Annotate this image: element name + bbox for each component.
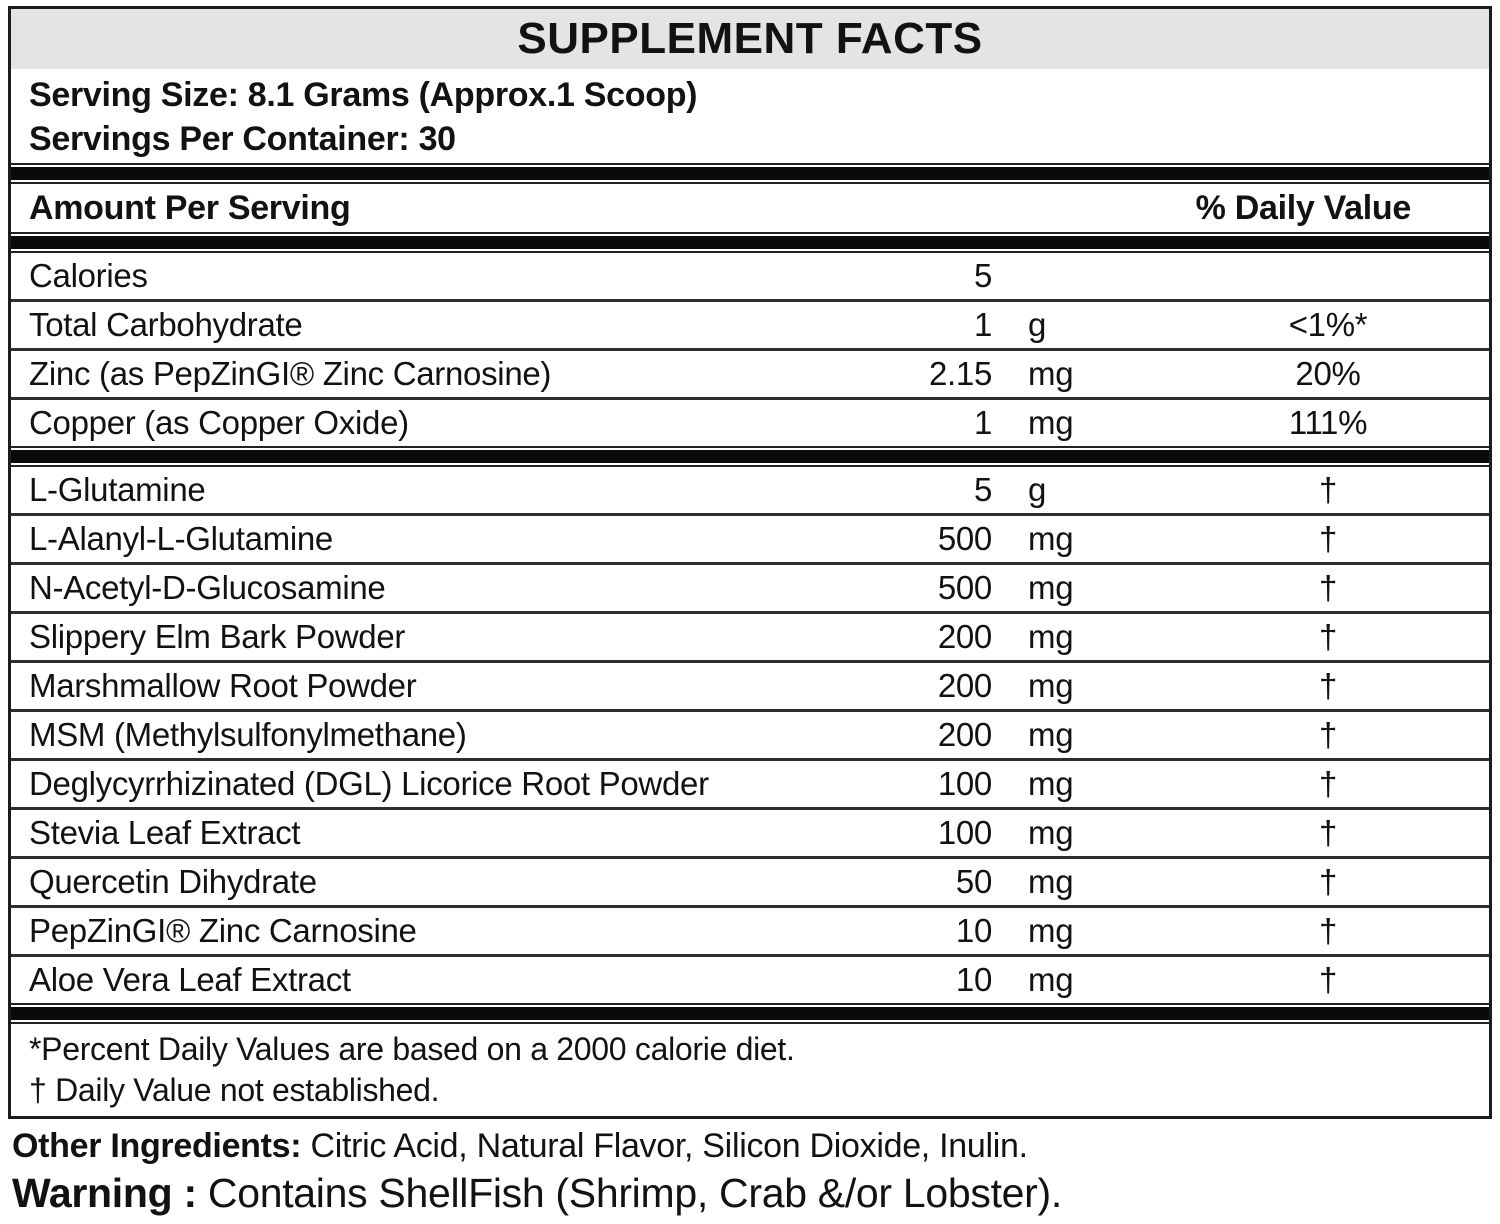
ingredient-amount: 10 xyxy=(955,961,992,999)
ingredient-amount: 2.15 xyxy=(928,355,992,393)
ingredient-daily-value: † xyxy=(1318,667,1338,705)
amount-per-serving-header: Amount Per Serving xyxy=(29,188,351,227)
table-row: Marshmallow Root Powder 200 mg † xyxy=(11,660,1489,709)
ingredient-name: MSM (Methylsulfonylmethane) xyxy=(29,716,467,754)
table-row: L-Glutamine 5 g † xyxy=(11,467,1489,513)
ingredient-unit: g xyxy=(1028,471,1047,509)
main-nutrients-group: Calories 5 Total Carbohydrate 1 g <1%* Z… xyxy=(11,253,1489,446)
ingredient-name: Slippery Elm Bark Powder xyxy=(29,618,406,656)
facts-panel: SUPPLEMENT FACTS Serving Size: 8.1 Grams… xyxy=(8,6,1492,1119)
ingredient-daily-value: 20% xyxy=(1295,355,1361,393)
ingredient-name: Quercetin Dihydrate xyxy=(29,863,317,901)
table-row: MSM (Methylsulfonylmethane) 200 mg † xyxy=(11,709,1489,758)
other-ingredients-label: Other Ingredients: xyxy=(12,1126,302,1165)
footnotes: *Percent Daily Values are based on a 200… xyxy=(11,1024,1489,1115)
ingredient-amount: 100 xyxy=(937,765,992,803)
ingredient-amount: 10 xyxy=(955,912,992,950)
ingredient-daily-value: † xyxy=(1318,520,1338,558)
table-header: Amount Per Serving % Daily Value xyxy=(11,184,1489,232)
ingredient-unit: mg xyxy=(1028,814,1074,852)
other-ingredients-line: Other Ingredients: Citric Acid, Natural … xyxy=(12,1127,1492,1166)
table-row: Slippery Elm Bark Powder 200 mg † xyxy=(11,611,1489,660)
ingredient-unit: mg xyxy=(1028,355,1074,393)
ingredient-amount: 5 xyxy=(973,471,992,509)
ingredient-daily-value: 111% xyxy=(1288,404,1368,442)
table-row: Quercetin Dihydrate 50 mg † xyxy=(11,856,1489,905)
warning-line: Warning : Contains ShellFish (Shrimp, Cr… xyxy=(12,1170,1492,1217)
ingredient-name: N-Acetyl-D-Glucosamine xyxy=(29,569,386,607)
ingredient-name: Zinc (as PepZinGI® Zinc Carnosine) xyxy=(29,355,552,393)
ingredient-name: Calories xyxy=(29,257,148,295)
section-bar xyxy=(11,1003,1489,1025)
ingredient-unit: mg xyxy=(1028,716,1074,754)
table-row: PepZinGI® Zinc Carnosine 10 mg † xyxy=(11,905,1489,954)
ingredient-daily-value: † xyxy=(1318,814,1338,852)
ingredient-name: Marshmallow Root Powder xyxy=(29,667,417,705)
ingredient-daily-value: † xyxy=(1318,765,1338,803)
ingredient-name: Copper (as Copper Oxide) xyxy=(29,404,409,442)
footnote-percent-daily-value: *Percent Daily Values are based on a 200… xyxy=(29,1031,795,1068)
daily-value-header: % Daily Value xyxy=(1195,188,1412,227)
ingredient-unit: mg xyxy=(1028,765,1074,803)
serving-info: Serving Size: 8.1 Grams (Approx.1 Scoop)… xyxy=(11,69,1489,163)
ingredient-amount: 500 xyxy=(937,520,992,558)
table-row: Deglycyrrhizinated (DGL) Licorice Root P… xyxy=(11,758,1489,807)
other-ingredients-text: Citric Acid, Natural Flavor, Silicon Dio… xyxy=(301,1126,1028,1165)
ingredient-amount: 50 xyxy=(955,863,992,901)
table-row: Copper (as Copper Oxide) 1 mg 111% xyxy=(11,397,1489,446)
ingredient-name: Aloe Vera Leaf Extract xyxy=(29,961,351,999)
warning-text: Contains ShellFish (Shrimp, Crab &/or Lo… xyxy=(196,1169,1062,1216)
ingredient-amount: 200 xyxy=(937,618,992,656)
ingredient-name: Total Carbohydrate xyxy=(29,306,303,344)
ingredient-unit: mg xyxy=(1028,863,1074,901)
table-row: Stevia Leaf Extract 100 mg † xyxy=(11,807,1489,856)
ingredient-name: PepZinGI® Zinc Carnosine xyxy=(29,912,417,950)
ingredient-name: Stevia Leaf Extract xyxy=(29,814,301,852)
table-row: Zinc (as PepZinGI® Zinc Carnosine) 2.15 … xyxy=(11,348,1489,397)
table-row: Calories 5 xyxy=(11,253,1489,299)
servings-per-container: Servings Per Container: 30 xyxy=(29,120,456,159)
ingredient-daily-value: † xyxy=(1318,471,1338,509)
ingredient-unit: mg xyxy=(1028,569,1074,607)
ingredient-unit: mg xyxy=(1028,520,1074,558)
ingredient-unit: mg xyxy=(1028,618,1074,656)
blend-ingredients-group: L-Glutamine 5 g † L-Alanyl-L-Glutamine 5… xyxy=(11,467,1489,1003)
footnote-daily-value-not-established: † Daily Value not established. xyxy=(29,1072,440,1108)
ingredient-daily-value: † xyxy=(1318,569,1338,607)
ingredient-amount: 200 xyxy=(937,667,992,705)
ingredient-unit: mg xyxy=(1028,404,1074,442)
table-row: Aloe Vera Leaf Extract 10 mg † xyxy=(11,954,1489,1003)
ingredient-unit: mg xyxy=(1028,667,1074,705)
section-bar xyxy=(11,232,1489,254)
warning-label: Warning : xyxy=(12,1169,197,1216)
ingredient-unit: g xyxy=(1028,306,1047,344)
ingredient-daily-value: <1%* xyxy=(1288,306,1368,344)
ingredient-daily-value: † xyxy=(1318,618,1338,656)
ingredient-amount: 200 xyxy=(937,716,992,754)
ingredient-amount: 5 xyxy=(973,257,992,295)
ingredient-name: L-Glutamine xyxy=(29,471,206,509)
ingredient-name: Deglycyrrhizinated (DGL) Licorice Root P… xyxy=(29,765,709,803)
ingredient-amount: 1 xyxy=(973,306,992,344)
ingredient-daily-value: † xyxy=(1318,863,1338,901)
serving-size: Serving Size: 8.1 Grams (Approx.1 Scoop) xyxy=(29,76,698,114)
table-row: N-Acetyl-D-Glucosamine 500 mg † xyxy=(11,562,1489,611)
ingredient-daily-value: † xyxy=(1318,912,1338,950)
table-row: Total Carbohydrate 1 g <1%* xyxy=(11,299,1489,348)
panel-title: SUPPLEMENT FACTS xyxy=(11,9,1489,69)
ingredient-unit: mg xyxy=(1028,961,1074,999)
ingredient-daily-value: † xyxy=(1318,961,1338,999)
table-row: L-Alanyl-L-Glutamine 500 mg † xyxy=(11,513,1489,562)
ingredient-amount: 500 xyxy=(937,569,992,607)
section-bar xyxy=(11,446,1489,468)
ingredient-unit: mg xyxy=(1028,912,1074,950)
ingredient-amount: 100 xyxy=(937,814,992,852)
ingredient-name: L-Alanyl-L-Glutamine xyxy=(29,520,333,558)
below-panel-text: Other Ingredients: Citric Acid, Natural … xyxy=(12,1127,1492,1217)
ingredient-amount: 1 xyxy=(973,404,992,442)
section-bar xyxy=(11,163,1489,185)
ingredient-daily-value: † xyxy=(1318,716,1338,754)
